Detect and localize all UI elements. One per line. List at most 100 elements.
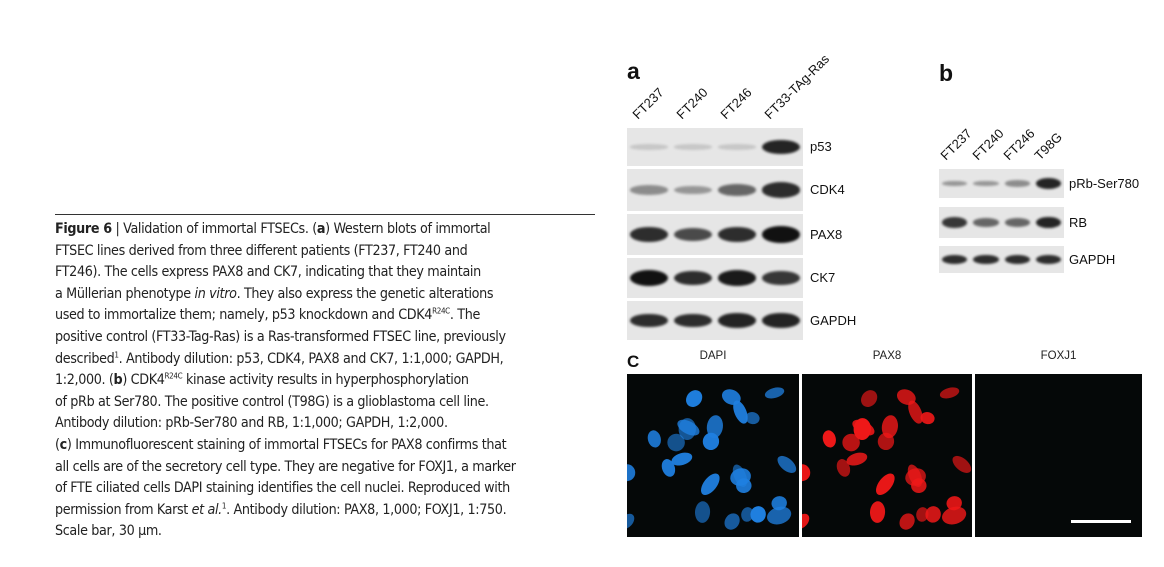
scale-bar [1071,520,1131,523]
blot-strip-gapdh [939,246,1064,273]
blot-label: GAPDH [810,312,857,328]
cell-nucleus [671,452,693,466]
caption-segment: . The [449,307,480,324]
caption-segment: ) Western blots of immortal [325,221,491,237]
blot-band [762,226,800,243]
caption-line: used to immortalize them; namely, p53 kn… [55,305,595,327]
lane-label: FT33-TAg-Ras [761,51,833,122]
lane-label: FT246 [1000,125,1038,163]
cell-nucleus [661,459,676,477]
fluorescence-image-foxj1 [975,374,1142,537]
image-label-foxj1: FOXJ1 [1040,350,1077,362]
caption-line: Scale bar, 30 µm. [55,523,162,540]
figure-caption: Figure 6 | Validation of immortal FTSECs… [55,214,595,543]
panel-b-letter: b [939,60,954,86]
cell-nuclei [802,387,972,530]
caption-line: 1:2,000. (b) CDK4R24C kinase activity re… [55,370,595,392]
caption-line: all cells are of the secretory cell type… [55,458,516,475]
caption-line: Figure 6 | Validation of immortal FTSECs… [55,219,595,241]
cell-nucleus [667,433,685,452]
blot-band [1004,254,1030,265]
cell-nucleus [733,400,748,424]
cell-nucleus [939,387,960,399]
blot-band [1035,216,1061,229]
blot-strip-rb [939,207,1064,238]
caption-segment: R24C [432,306,450,316]
blot-band [718,144,756,150]
fluorescence-image-dapi [627,374,799,537]
cell-nucleus [678,418,697,441]
blot-band [1004,218,1030,227]
blot-label: pRb-Ser780 [1069,175,1140,191]
caption-segment: 1:2,000. ( [55,372,114,389]
caption-segment: ) Immunofluorescent staining of immortal… [66,436,507,453]
caption-segment: . Antibody dilution: PAX8, 1,000; FOXJ1,… [226,501,507,518]
blot-band [718,313,756,328]
caption-segment: a [316,221,326,237]
cell-nucleus [822,430,836,448]
caption-segment: kinase activity results in hyperphosphor… [182,372,469,389]
blot-band [674,270,712,286]
cell-nucleus [764,387,785,399]
caption-segment: permission from Karst [55,501,192,518]
cell-nucleus [802,513,810,529]
caption-line: of pRb at Ser780. The positive control (… [55,393,489,410]
cell-nucleus [701,473,720,496]
cell-nucleus [694,501,711,523]
blot-band [674,228,712,241]
caption-segment: in vitro [194,285,237,302]
panel-a-letter: a [627,58,640,84]
caption-line: Antibody dilution: pRb-Ser780 and RB, 1:… [55,415,448,432]
blot-band [718,184,756,196]
cell-nucleus [647,430,661,448]
image-label-dapi: DAPI [699,350,727,362]
lane-label: FT246 [717,84,755,122]
blot-band [630,270,668,286]
caption-line: FTSEC lines derived from three different… [55,242,468,259]
blot-band [1035,178,1061,189]
cell-nucleus [842,433,860,452]
blot-label: RB [1069,214,1088,230]
caption-segment: a Müllerian phenotype [55,285,195,302]
caption-segment: Figure 6 [55,221,112,237]
cell-nucleus [777,455,797,473]
cell-nucleus [846,452,868,466]
blot-band [630,313,668,328]
cell-nucleus [767,506,792,525]
lane-label: FT237 [937,125,975,163]
caption-segment: 1 [114,349,119,359]
blot-label: CDK4 [810,182,845,197]
cell-nucleus [861,390,878,407]
blot-band [718,227,756,242]
blot-band [1004,180,1030,187]
caption-segment: | Validation of immortal FTSECs. ( [111,221,318,237]
lane-label: FT240 [969,125,1007,163]
cell-nucleus [750,506,766,523]
cell-nucleus [876,473,895,496]
blot-band [674,144,712,150]
blot-band [762,271,800,285]
cell-nucleus [908,400,923,424]
cell-nucleus [920,412,935,425]
caption-segment: ) CDK4 [122,372,165,389]
blot-strip-p53 [627,128,803,166]
blot-band [973,218,999,227]
blot-strip-gapdh [627,301,803,340]
cell-nucleus [925,506,941,523]
blot-band [762,182,800,198]
blot-band [1035,254,1061,265]
blot-strip-pax8 [627,214,803,255]
cell-nucleus [741,507,754,522]
lane-label: FT237 [629,84,667,122]
caption-line: a Müllerian phenotype in vitro. They als… [55,284,595,306]
blot-band [942,180,968,187]
blot-band [718,270,756,286]
blot-band [630,185,668,195]
blot-band [762,313,800,328]
cell-nucleus [627,464,636,482]
lane-label: FT240 [673,84,711,122]
caption-line: permission from Karst et al.1. Antibody … [55,500,595,522]
blot-band [973,254,999,265]
blot-band [674,185,712,195]
caption-line: (c) Immunofluorescent staining of immort… [55,435,595,457]
